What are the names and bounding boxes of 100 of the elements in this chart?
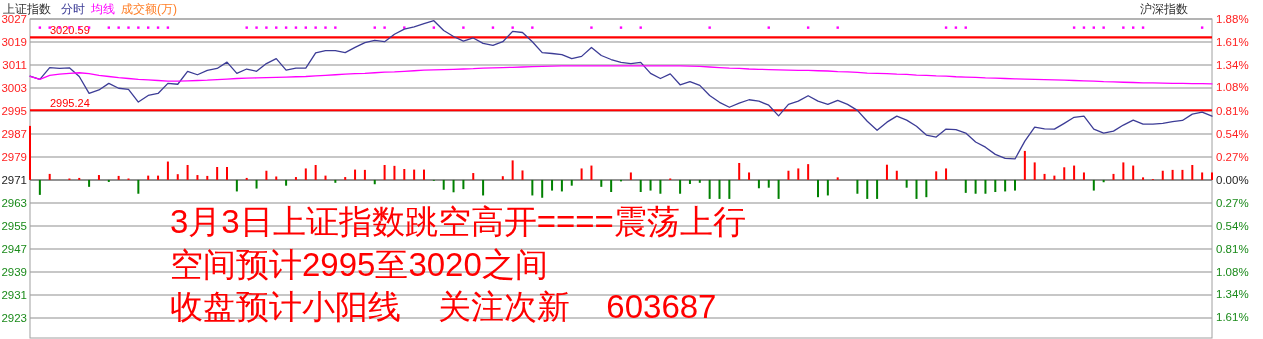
bar	[1073, 165, 1076, 180]
bar	[541, 179, 544, 198]
annotation: 空间预计2995至3020之间	[170, 245, 548, 283]
bar	[344, 177, 347, 180]
bar	[659, 179, 662, 194]
bar	[186, 164, 189, 180]
bar	[314, 164, 317, 180]
bar	[501, 176, 504, 180]
bar	[738, 162, 741, 180]
bar	[226, 167, 228, 180]
bar	[1161, 170, 1164, 180]
bar	[285, 179, 288, 186]
bar	[88, 179, 91, 187]
text: 沪深指数	[1140, 2, 1188, 16]
bar	[600, 179, 603, 187]
bar	[354, 169, 357, 180]
bar	[1201, 172, 1204, 180]
annotation: 收盘预计小阳线 关注次新 603687	[170, 288, 717, 325]
bar	[235, 179, 238, 192]
bar	[1063, 167, 1066, 180]
bar	[117, 175, 120, 180]
y-tick-label: 3011	[2, 58, 27, 71]
legend: 分时 均线	[61, 2, 115, 16]
y-tick-label: 2995	[1, 104, 27, 117]
bar	[1122, 162, 1125, 180]
bar	[442, 179, 445, 190]
bar	[708, 179, 711, 199]
bar	[511, 160, 514, 180]
bar	[383, 164, 386, 180]
bar	[78, 177, 81, 180]
bar	[797, 168, 800, 180]
bar	[452, 179, 455, 193]
y-tick-label: 2947	[1, 242, 27, 255]
bar	[1142, 177, 1145, 180]
y2-tick-label: 0.27%	[1216, 196, 1249, 209]
y-tick-label: 2955	[1, 219, 27, 232]
bar	[275, 176, 278, 180]
bar	[1043, 173, 1046, 180]
bar	[807, 164, 810, 180]
bar	[629, 172, 632, 180]
ref-line-label: 2995.24	[50, 97, 90, 110]
bar	[866, 179, 869, 199]
bar	[29, 125, 31, 180]
bar	[876, 179, 879, 199]
y2-tick-label: 1.34%	[1216, 288, 1249, 301]
y2-tick-label: 1.61%	[1216, 311, 1249, 324]
y2-tick-label: 1.61%	[1216, 36, 1249, 49]
bar	[1171, 169, 1174, 180]
bar	[964, 179, 967, 193]
bar	[304, 168, 307, 180]
bar	[245, 177, 248, 180]
bar	[206, 175, 209, 180]
bar	[826, 179, 829, 196]
bar	[482, 179, 485, 196]
bar	[1033, 162, 1036, 180]
bar	[560, 179, 563, 192]
bar	[885, 164, 888, 180]
bar	[974, 179, 977, 194]
title: 上证指数	[3, 2, 51, 16]
bar	[787, 170, 790, 180]
bar	[1132, 165, 1135, 180]
text: 成交额(万)	[121, 2, 177, 16]
bar	[1211, 172, 1213, 180]
bar	[166, 161, 169, 180]
y2-tick-label: 0.81%	[1216, 243, 1249, 256]
bar	[1092, 179, 1095, 191]
bar	[1112, 173, 1115, 180]
bar	[895, 170, 898, 180]
bar	[551, 179, 554, 191]
bar	[748, 172, 751, 180]
bar	[1004, 179, 1007, 192]
bar	[531, 179, 534, 196]
y2-tick-label: 0.54%	[1216, 219, 1249, 232]
y2-tick-label: 1.08%	[1216, 81, 1249, 94]
y-tick-label: 3003	[1, 81, 27, 94]
bar	[610, 179, 613, 193]
y2-tick-label: 0.27%	[1216, 150, 1249, 163]
bar	[38, 179, 41, 195]
y2-tick-label: 1.08%	[1216, 266, 1249, 279]
bar	[255, 179, 258, 189]
y-tick-label: 2979	[1, 150, 27, 163]
bar	[1014, 179, 1016, 191]
bar	[413, 169, 416, 180]
ref-line-label: 3020.59	[50, 24, 90, 37]
bar	[580, 168, 583, 180]
bar	[777, 179, 780, 199]
bar	[836, 177, 839, 180]
y-tick-label: 3019	[1, 35, 27, 48]
bar	[925, 179, 928, 198]
y-tick-label: 2987	[1, 127, 27, 140]
bar	[196, 175, 199, 180]
bar	[48, 173, 51, 180]
bar	[856, 179, 859, 194]
y-tick-label: 2939	[1, 265, 27, 278]
bar	[423, 169, 425, 180]
y2-tick-label: 0.54%	[1216, 127, 1249, 140]
y2-tick-label: 0.81%	[1216, 104, 1249, 117]
bar	[570, 179, 573, 186]
bar	[1181, 169, 1184, 180]
bar	[363, 169, 366, 180]
